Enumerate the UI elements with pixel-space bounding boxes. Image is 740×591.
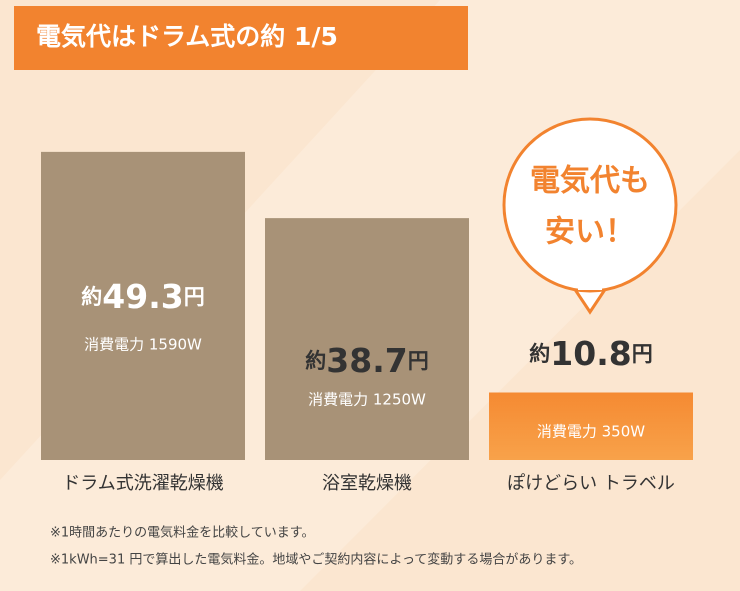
value-prefix: 約 — [81, 285, 102, 309]
value-label: 約49.3円 — [81, 277, 204, 316]
value-suffix: 円 — [184, 285, 205, 309]
x-tick-label: ドラム式洗濯乾燥機 — [62, 473, 223, 494]
value-suffix: 円 — [632, 342, 653, 366]
value-prefix: 約 — [529, 342, 550, 366]
value-number: 49.3 — [102, 277, 183, 316]
sublabel: 消費電力 1590W — [84, 336, 202, 354]
x-tick-label: 浴室乾燥機 — [322, 473, 412, 494]
callout: 電気代も 安い！ — [502, 117, 678, 315]
callout-tail — [572, 287, 608, 315]
sublabel: 消費電力 350W — [537, 423, 645, 441]
bar — [489, 392, 693, 460]
note: ※1kWh=31 円で算出した電気料金。地域やご契約内容によって変動する場合があ… — [50, 552, 582, 568]
value-label: 約10.8円 — [529, 334, 652, 373]
bar — [41, 151, 245, 460]
callout-text: 安い！ — [545, 215, 635, 250]
value-label: 約38.7円 — [305, 341, 428, 380]
value-number: 10.8 — [550, 334, 631, 373]
bar — [265, 218, 469, 460]
title-box — [14, 6, 468, 70]
callout-bubble — [502, 117, 678, 293]
note: ※1時間あたりの電気料金を比較しています。 — [50, 525, 314, 541]
callout-text: 電気代も — [530, 164, 650, 199]
x-tick-label: ぽけどらい トラベル — [507, 473, 675, 494]
value-number: 38.7 — [326, 341, 407, 380]
chart-title: 電気代はドラム式の約 1/5 — [36, 22, 338, 51]
value-prefix: 約 — [305, 349, 326, 373]
sublabel: 消費電力 1250W — [308, 391, 426, 409]
callout-joint — [578, 284, 602, 290]
value-suffix: 円 — [408, 349, 429, 373]
